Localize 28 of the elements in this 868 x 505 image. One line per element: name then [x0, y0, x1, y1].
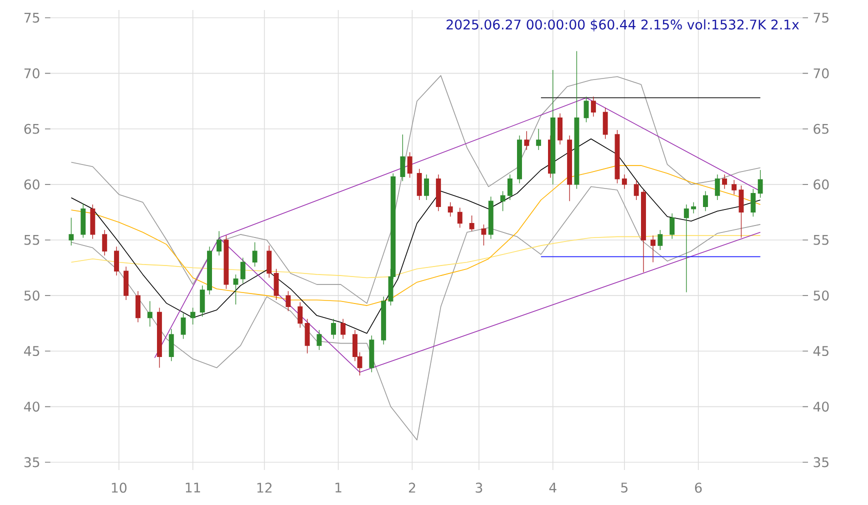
x-tick-label: 5	[621, 482, 628, 493]
y-tick-label: 65	[24, 124, 40, 134]
x-tick-label: 6	[695, 482, 702, 493]
x-tick-label: 3	[476, 482, 482, 493]
y2-tick-label: 45	[813, 346, 828, 356]
y2-tick-label: 70	[814, 68, 829, 78]
y-tick-label: 75	[24, 12, 40, 23]
y2-tick-label: 65	[814, 124, 828, 134]
text: 2025.06.27 00:00:00 $60.44 2.15% vol:1532.7K 2.1x	[446, 19, 799, 32]
y-tick-label: 50	[24, 290, 40, 301]
y2-tick-label: 40	[813, 402, 829, 412]
y-tick-label: 45	[24, 346, 40, 356]
x-tick-label: 10	[112, 482, 126, 493]
x-tick-label: 12	[257, 482, 272, 493]
y-tick-label: 40	[24, 402, 40, 412]
x-tick-label: 4	[549, 482, 556, 492]
y-tick-label: 60	[24, 179, 40, 190]
y-tick-label: 35	[24, 457, 40, 468]
y2-tick-label: 50	[814, 290, 829, 301]
y2-tick-label: 35	[814, 457, 828, 468]
y2-tick-label: 55	[814, 235, 828, 245]
x-tick-label: 2	[408, 482, 416, 493]
y-tick-label: 55	[24, 235, 40, 245]
y-tick-label: 70	[24, 68, 40, 78]
x-tick-label: 11	[186, 482, 200, 492]
y2-tick-label: 60	[814, 179, 829, 190]
x-tick-label: 1	[336, 482, 342, 492]
y2-tick-label: 75	[814, 12, 828, 23]
